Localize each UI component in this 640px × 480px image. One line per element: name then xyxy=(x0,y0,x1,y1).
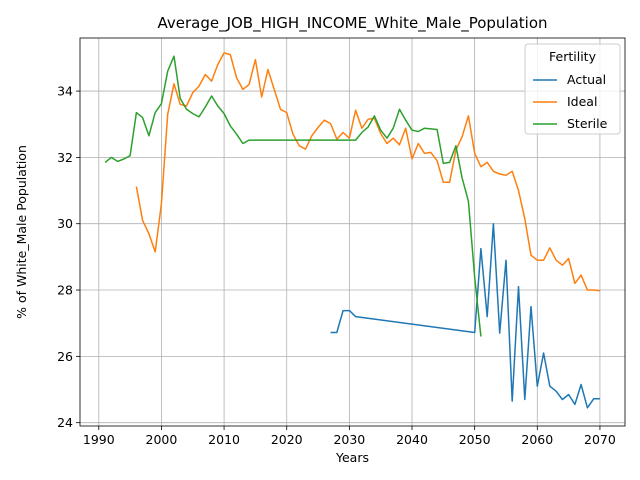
x-tick-label: 2000 xyxy=(146,432,178,447)
x-tick-label: 2010 xyxy=(208,432,240,447)
x-axis-label: Years xyxy=(335,450,369,465)
y-tick-label: 30 xyxy=(57,216,73,231)
x-tick-label: 2030 xyxy=(333,432,365,447)
legend-box xyxy=(524,43,621,135)
x-tick-label: 2020 xyxy=(271,432,303,447)
y-tick-label: 34 xyxy=(57,84,73,99)
y-tick-label: 32 xyxy=(57,150,73,165)
plot-area-frame xyxy=(79,37,626,427)
series-line-ideal xyxy=(135,52,600,292)
y-axis-label: % of White_Male Population xyxy=(14,145,29,319)
series-line-sterile xyxy=(104,55,482,337)
y-axis-ticks: 24 26 28 30 32 34 xyxy=(57,84,80,430)
x-tick-label: 2040 xyxy=(396,432,428,447)
legend-label-sterile: Sterile xyxy=(567,116,608,131)
legend-items: Actual Ideal Sterile xyxy=(533,72,608,131)
y-tick-label: 24 xyxy=(57,415,73,430)
legend: Fertility Actual Ideal Sterile xyxy=(524,43,621,135)
plot-series xyxy=(104,52,600,409)
y-tick-label: 28 xyxy=(57,283,73,298)
x-tick-label: 1990 xyxy=(83,432,115,447)
legend-label-actual: Actual xyxy=(567,72,606,87)
x-tick-label: 2070 xyxy=(584,432,616,447)
y-tick-label: 26 xyxy=(57,349,73,364)
legend-title: Fertility xyxy=(549,49,597,64)
series-line-actual xyxy=(330,222,600,409)
x-tick-label: 2050 xyxy=(459,432,491,447)
legend-label-ideal: Ideal xyxy=(567,94,597,109)
x-tick-label: 2060 xyxy=(521,432,553,447)
chart-title: Average_JOB_HIGH_INCOME_White_Male_Popul… xyxy=(157,14,547,33)
x-axis-ticks: 1990 2000 2010 2020 2030 2040 2050 2060 2070 xyxy=(83,426,616,447)
